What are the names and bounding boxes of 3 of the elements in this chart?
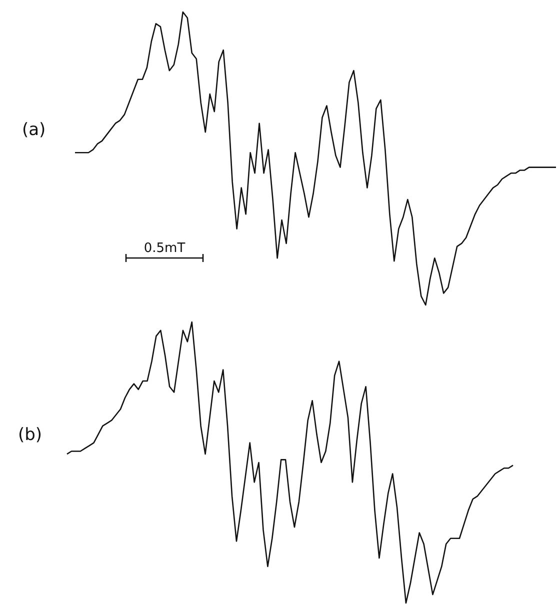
- text: (a): [22, 120, 46, 140]
- annotation: 0.5mT: [144, 241, 186, 256]
- text: (b): [18, 425, 42, 445]
